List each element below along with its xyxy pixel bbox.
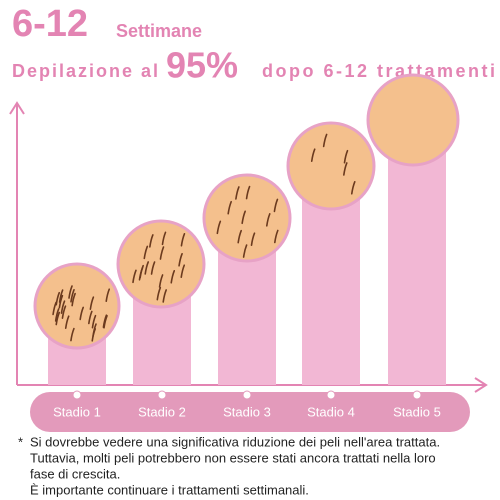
hair (103, 314, 108, 329)
hair (265, 213, 271, 227)
hair (180, 264, 186, 279)
skin-circle (202, 173, 292, 263)
stage-dot (72, 390, 82, 400)
hair (70, 288, 75, 303)
hair (343, 149, 349, 164)
hair (180, 232, 186, 247)
hair (79, 306, 85, 321)
stages: Stadio 1 Stadio 2 Stadio 3 Stadio 4 Stadio 5 (30, 73, 470, 432)
stage-dot (326, 390, 336, 400)
stage-dot (242, 390, 252, 400)
skin-circle (116, 219, 206, 309)
stage-label: Stadio 2 (138, 404, 186, 419)
footnote-line: Si dovrebbe vedere una significativa rid… (30, 434, 440, 449)
skin-circle (366, 73, 460, 167)
hair (64, 315, 70, 329)
stage-label: Stadio 5 (393, 404, 441, 419)
hair (250, 232, 256, 247)
hair (156, 286, 162, 301)
hair (55, 291, 61, 306)
hair (105, 288, 111, 303)
hair (162, 289, 168, 303)
stage-label: Stadio 4 (307, 404, 355, 419)
stage-label: Stadio 1 (53, 404, 101, 419)
hair (161, 231, 167, 246)
hair (245, 185, 251, 200)
hair (54, 308, 60, 322)
hair (61, 305, 67, 319)
hair (178, 252, 183, 267)
weeks-number: 6-12 (12, 3, 88, 45)
hair (58, 294, 64, 309)
hair (88, 310, 93, 325)
skin-circle (33, 262, 121, 350)
hair (273, 229, 279, 244)
hair (227, 200, 232, 215)
hair (273, 198, 279, 213)
hair (89, 296, 95, 310)
hair (70, 327, 75, 342)
hair (150, 261, 156, 275)
stage-bar (388, 148, 446, 385)
skin-circle (286, 121, 376, 211)
hair (68, 285, 73, 299)
hair (350, 180, 356, 195)
hair (310, 148, 316, 162)
hair (132, 269, 137, 284)
stage-dot (412, 390, 422, 400)
footnote-marker: * (18, 434, 23, 449)
stage-label: Stadio 3 (223, 404, 271, 419)
footnote-line: fase di crescita. (30, 466, 120, 481)
stage-band (30, 392, 470, 432)
axis-arrow (474, 377, 488, 393)
hair (91, 314, 97, 329)
axis-arrow (9, 101, 25, 115)
hair (237, 229, 242, 244)
hair (139, 264, 144, 279)
weeks-label: Settimane (116, 21, 202, 41)
stage-dot (157, 390, 167, 400)
hair (216, 220, 222, 235)
footnote: * Si dovrebbe vedere una significativa r… (18, 434, 440, 497)
hair (149, 234, 154, 248)
hair (55, 311, 61, 326)
hair (60, 300, 66, 314)
hair (235, 186, 240, 200)
hair (144, 261, 150, 275)
hair (58, 289, 64, 303)
hair (159, 246, 165, 260)
footnote-line: Tuttavia, molti peli potrebbero non esse… (30, 450, 436, 465)
hair (241, 210, 246, 225)
headline-suffix: dopo 6-12 trattamenti (262, 61, 495, 81)
headline-prefix: Depilazione al (12, 61, 158, 81)
hair (143, 245, 149, 260)
hair (322, 133, 328, 148)
stage-bar (302, 190, 360, 385)
hair (170, 269, 176, 284)
hair (71, 292, 76, 307)
hair (242, 244, 248, 258)
headline-percent: 95% (166, 45, 238, 86)
hair (343, 162, 348, 176)
hair (92, 323, 97, 337)
footnote-line: È importante continuare i trattamenti se… (30, 482, 309, 497)
hair (158, 274, 164, 288)
